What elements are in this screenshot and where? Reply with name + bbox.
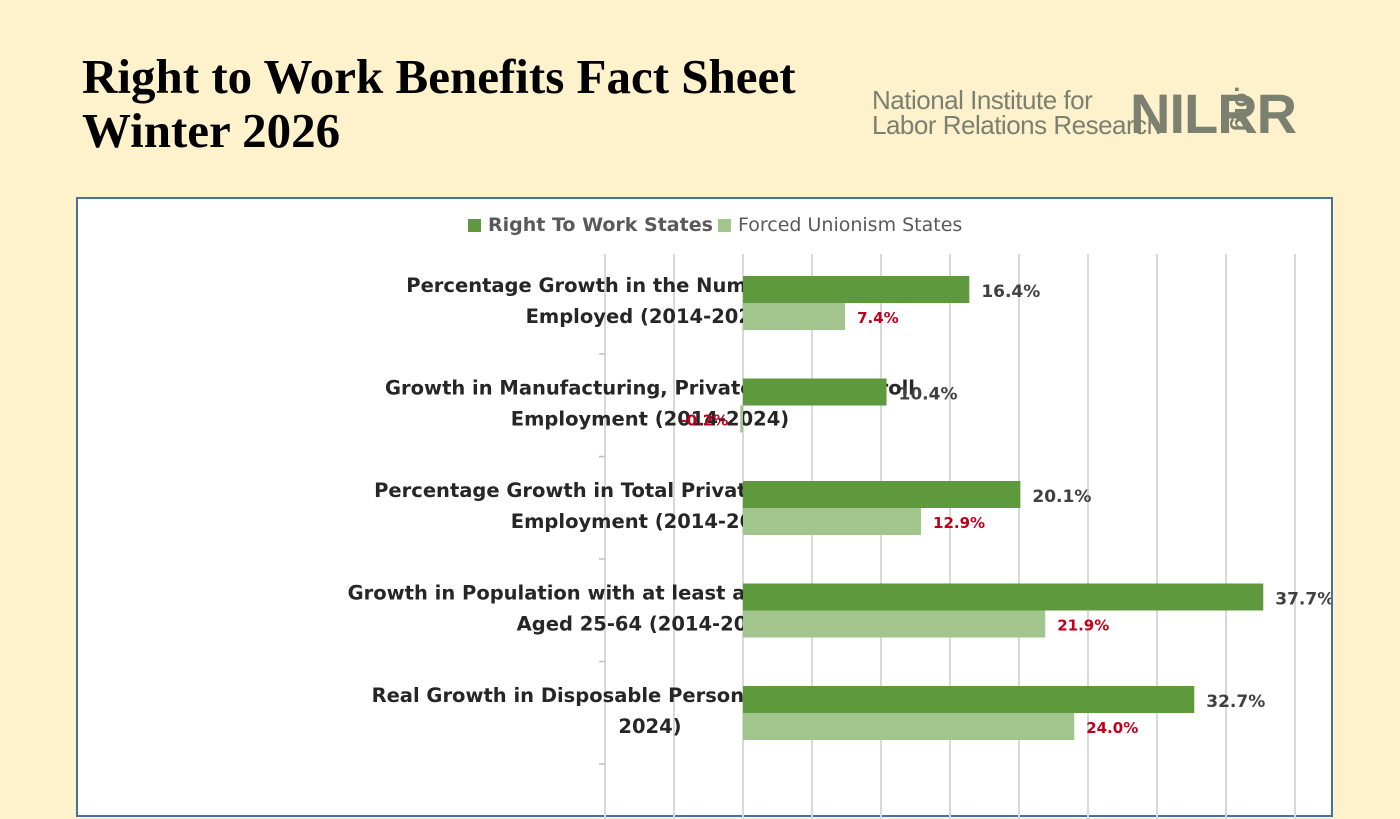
legend-label-rtw: Right To Work States [488,214,713,236]
data-label-rtw: 10.4% [899,385,958,405]
bar-forced [743,713,1075,740]
legend-swatch-forced [718,219,731,232]
bar-rtw [743,378,887,406]
bar-forced [743,610,1046,638]
data-label-rtw: 37.7% [1275,590,1331,610]
data-label-forced: 7.4% [857,309,899,327]
logo-tld: .org [1229,86,1256,132]
legend-label-forced: Forced Unionism States [738,214,962,236]
bar-chart: Right To Work States Forced Unionism Stat… [348,214,1331,819]
data-label-rtw: 16.4% [981,282,1040,302]
category-label: Employment (2014-2024) [511,510,789,533]
bar-rtw [743,276,970,303]
page-title: Right to Work Benefits Fact Sheet Winter… [82,50,796,158]
chart-panel: Right To Work States Forced Unionism Stat… [76,197,1333,819]
logo-line-2: Labor Relations Research [872,110,1161,140]
data-label-rtw: 20.1% [1032,487,1091,507]
bar-rtw [743,481,1021,508]
data-label-forced: 21.9% [1057,617,1109,635]
title-line-2: Winter 2026 [82,103,341,158]
category-label: 2024) [618,715,681,738]
bar-forced [740,405,743,433]
logo-abbrev: NILRR [1130,82,1297,145]
category-label: Aged 25-64 (2014-2024) [517,613,784,636]
bar-forced [743,303,846,330]
data-label-forced: 24.0% [1086,719,1138,737]
bar-forced [743,508,922,535]
data-label-forced: 12.9% [933,514,985,532]
category-label: Employed (2014-2024) [526,305,775,328]
category-label: Employment (2014-2024) [511,408,789,431]
bar-rtw [743,583,1264,611]
data-label-forced: -0.2% [680,412,728,430]
legend-swatch-rtw [468,219,481,232]
logo-line-1: National Institute for [872,85,1093,115]
title-line-1: Right to Work Benefits Fact Sheet [82,49,796,104]
logo-name: National Institute for Labor Relations R… [872,85,1161,140]
bar-rtw [743,686,1195,713]
data-label-rtw: 32.7% [1206,692,1265,712]
